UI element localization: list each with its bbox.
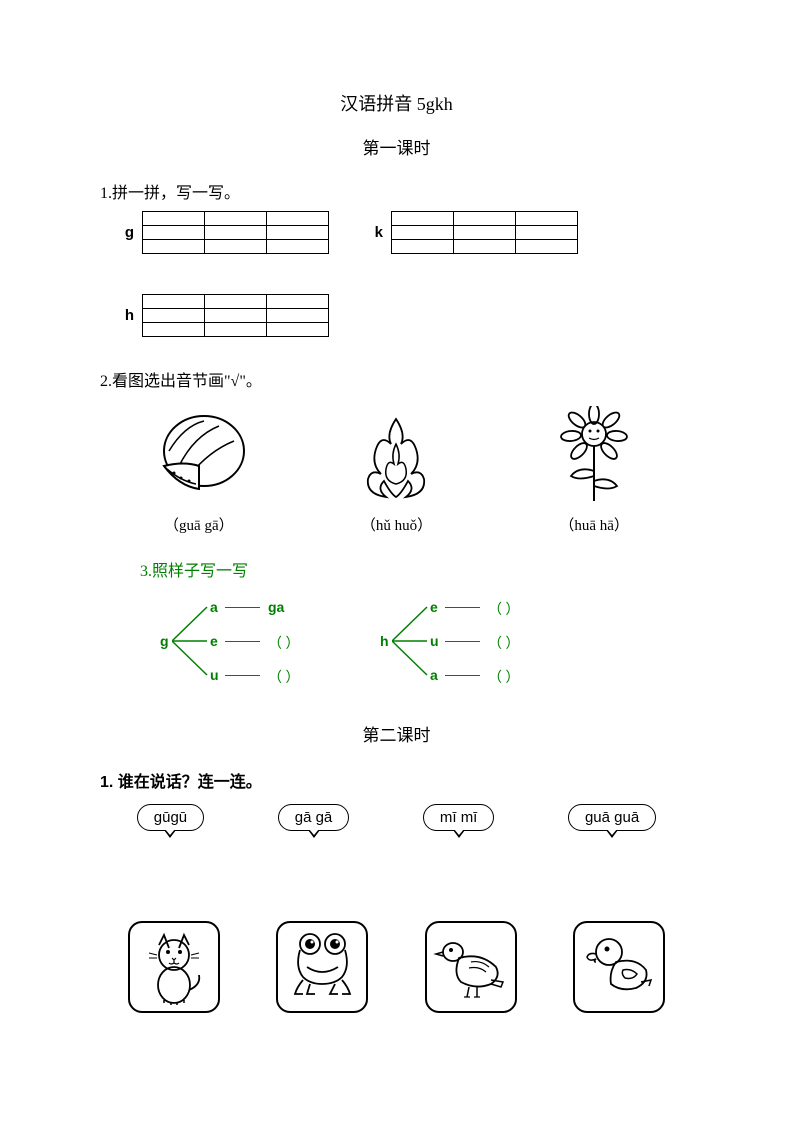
pinyin-grid	[142, 294, 329, 337]
branch-mid: u	[210, 667, 219, 683]
q3-diagrams: g a e u ga （ ） （ ） h e u a （ ） （ ） （ ）	[160, 591, 693, 691]
lesson2-subtitle: 第二课时	[100, 721, 693, 746]
speech-bubble-row: gūgū gā gā mī mī guā guā	[100, 804, 693, 831]
pigeon-icon	[425, 921, 517, 1013]
pinyin-grid	[142, 211, 329, 254]
lesson1-subtitle: 第一课时	[100, 134, 693, 159]
q2-prompt: 2.看图选出音节画"√"。	[100, 367, 693, 391]
pinyin-grid	[391, 211, 578, 254]
grid-k: k	[369, 211, 578, 254]
q2-choice-3: （huā hā）	[519, 514, 669, 535]
q3-title: 3.照样子写一写	[140, 557, 693, 581]
watermelon-icon	[144, 406, 254, 506]
q2-labels-row: （guā gā） （hǔ huǒ） （huā hā）	[100, 514, 693, 535]
branch-end: （ ）	[488, 633, 520, 653]
branch-end: （ ）	[268, 633, 300, 653]
branch-mid: a	[210, 599, 218, 615]
main-title: 汉语拼音 5gkh	[100, 90, 693, 116]
branch-root: g	[160, 633, 169, 649]
q4-prompt: 1. 谁在说话？连一连。	[100, 768, 693, 792]
bubble-gaga: gā gā	[278, 804, 350, 831]
grid-h: h	[120, 294, 329, 337]
animal-row	[100, 921, 693, 1013]
branch-end: （ ）	[268, 667, 300, 687]
branch-root: h	[380, 633, 389, 649]
branch-end: （ ）	[488, 599, 520, 619]
branch-diagram-h: h e u a （ ） （ ） （ ）	[380, 591, 540, 691]
q1-prompt: 1.拼一拼，写一写。	[100, 179, 693, 203]
branch-end: ga	[268, 599, 284, 615]
branch-mid: u	[430, 633, 439, 649]
branch-mid: a	[430, 667, 438, 683]
branch-diagram-g: g a e u ga （ ） （ ）	[160, 591, 320, 691]
grid-label-h: h	[120, 307, 134, 324]
q2-choice-2: （hǔ huǒ）	[321, 514, 471, 535]
branch-mid: e	[210, 633, 218, 649]
q1-grids-container: g k h	[120, 211, 693, 337]
bubble-gugu: gūgū	[137, 804, 204, 831]
q2-choice-1: （guā gā）	[124, 514, 274, 535]
duck-icon	[573, 921, 665, 1013]
grid-label-g: g	[120, 224, 134, 241]
cat-icon	[128, 921, 220, 1013]
bubble-guagua: guā guā	[568, 804, 656, 831]
branch-mid: e	[430, 599, 438, 615]
grid-g: g	[120, 211, 329, 254]
frog-icon	[276, 921, 368, 1013]
bubble-mimi: mī mī	[423, 804, 495, 831]
grid-label-k: k	[369, 224, 383, 241]
branch-end: （ ）	[488, 667, 520, 687]
fire-icon	[341, 406, 451, 506]
q2-images-row	[100, 406, 693, 506]
flower-icon	[539, 406, 649, 506]
